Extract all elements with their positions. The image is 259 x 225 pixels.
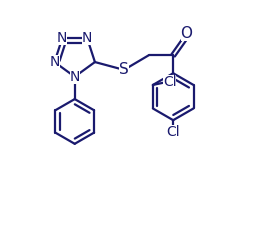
Text: N: N [57, 31, 67, 45]
Text: O: O [181, 26, 193, 41]
Text: Cl: Cl [166, 126, 180, 140]
Text: S: S [119, 62, 129, 77]
Text: N: N [69, 70, 80, 84]
Text: Cl: Cl [163, 75, 176, 89]
Text: N: N [49, 55, 60, 69]
Text: N: N [82, 31, 92, 45]
